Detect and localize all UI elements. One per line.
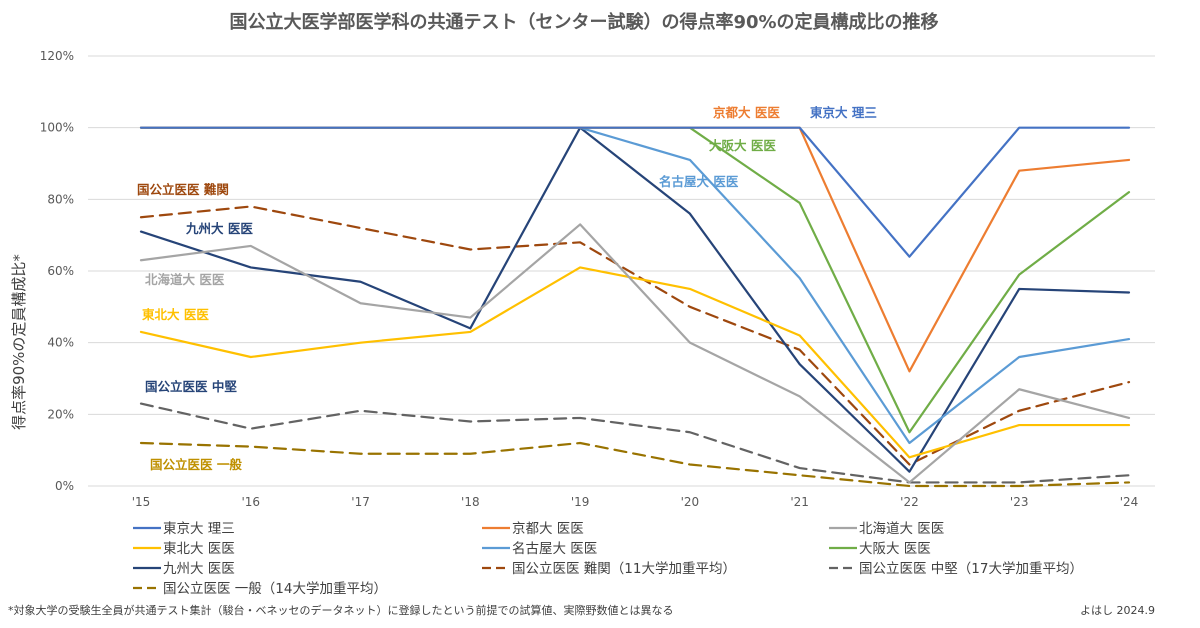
series-line-3 (139, 266, 1131, 459)
annotation-tohoku: 東北大 医医 (142, 307, 209, 322)
x-axis-ticks: '15 '16 '17 '18 '19 '20 '21 '22 '23 '24 (132, 495, 1139, 509)
series-line-6 (139, 126, 1131, 473)
annotation-tokyo: 東京大 理三 (810, 105, 877, 120)
series-line-2 (139, 223, 1131, 484)
annotation-hokkaido: 北海道大 医医 (145, 272, 225, 287)
x-tick-label: '24 (1120, 495, 1139, 509)
legend-label: 国公立医医 中堅（17大学加重平均） (859, 561, 1083, 577)
x-tick-label: '18 (461, 495, 480, 509)
y-tick-label: 100% (40, 121, 74, 135)
y-tick-label: 60% (47, 264, 74, 278)
legend-label: 東京大 理三 (163, 521, 235, 537)
series-lines (139, 126, 1131, 488)
credit: よはし 2024.9 (1080, 604, 1155, 617)
x-tick-label: '22 (900, 495, 919, 509)
annotation-ippan: 国公立医医 一般 (150, 457, 242, 472)
y-tick-label: 20% (47, 407, 74, 421)
series-line-9 (139, 441, 1131, 488)
series-line-4 (139, 126, 1131, 445)
series-line-8 (139, 402, 1131, 484)
x-tick-label: '16 (241, 495, 260, 509)
y-axis-ticks: 0% 20% 40% 60% 80% 100% 120% (40, 49, 74, 493)
annotation-chuken: 国公立医医 中堅 (145, 379, 237, 394)
x-tick-label: '21 (790, 495, 809, 509)
legend-label: 九州大 医医 (163, 561, 235, 577)
y-axis-label: 得点率90%の定員構成比* (10, 254, 28, 430)
annotation-nagoya: 名古屋大 医医 (659, 174, 739, 189)
y-tick-label: 40% (47, 336, 74, 350)
legend-label: 京都大 医医 (512, 521, 584, 537)
annotation-osaka: 大阪大 医医 (709, 138, 776, 153)
legend-label: 国公立医医 難関（11大学加重平均） (512, 561, 736, 577)
annotation-kyoto: 京都大 医医 (713, 105, 780, 120)
legend-label: 大阪大 医医 (859, 541, 931, 557)
x-tick-label: '17 (351, 495, 370, 509)
annotation-kyushu: 九州大 医医 (185, 221, 253, 236)
legend-label: 国公立医医 一般（14大学加重平均） (163, 581, 387, 597)
legend-label: 北海道大 医医 (859, 521, 944, 537)
legend-label: 名古屋大 医医 (512, 541, 597, 557)
x-tick-label: '23 (1010, 495, 1029, 509)
series-line-1 (139, 126, 1131, 373)
footnote: *対象大学の受験生全員が共通テスト集計（駿台・ベネッセのデータネット）に登録した… (8, 603, 674, 617)
series-line-0 (139, 126, 1131, 258)
x-tick-label: '20 (681, 495, 700, 509)
y-tick-label: 80% (47, 192, 74, 206)
x-tick-label: '15 (132, 495, 151, 509)
x-tick-label: '19 (571, 495, 590, 509)
legend-label: 東北大 医医 (163, 541, 235, 557)
y-tick-label: 120% (40, 49, 74, 63)
chart-title: 国公立大医学部医学科の共通テスト（センター試験）の得点率90%の定員構成比の推移 (229, 11, 938, 33)
grid (88, 55, 1155, 487)
y-tick-label: 0% (55, 479, 74, 493)
annotations: 京都大 医医 東京大 理三 大阪大 医医 名古屋大 医医 国公立医医 難関 九州… (137, 105, 877, 472)
annotation-nankan: 国公立医医 難関 (137, 182, 229, 197)
